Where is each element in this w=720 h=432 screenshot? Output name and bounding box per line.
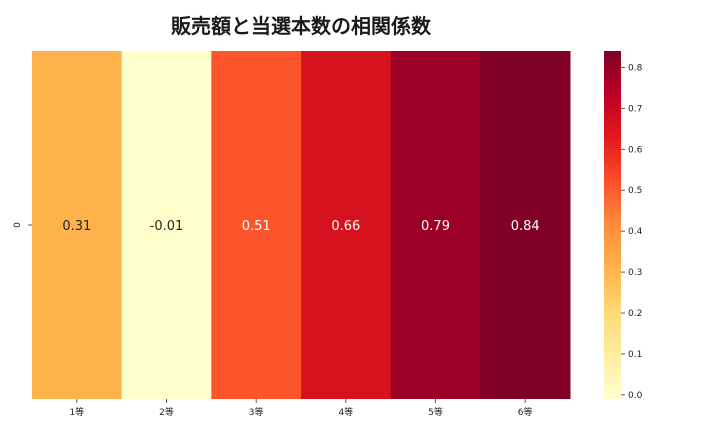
heatmap-cell	[121, 51, 212, 399]
colorbar-tick-label: 0.1	[628, 350, 642, 360]
chart-title: 販売額と当選本数の相関係数	[171, 14, 431, 38]
x-tick-label: 1等	[69, 406, 84, 418]
heatmap-cell	[301, 51, 392, 399]
cell-value-label: -0.01	[150, 219, 184, 234]
cell-value-label: 0.66	[331, 219, 360, 234]
colorbar-tick-label: 0.0	[628, 391, 643, 401]
cell-value-label: 0.31	[62, 219, 91, 234]
colorbar-tick-label: 0.7	[628, 104, 642, 114]
y-tick-label: 0	[13, 222, 23, 228]
heatmap-cell	[390, 51, 481, 399]
colorbar	[604, 51, 621, 399]
colorbar-tick-label: 0.6	[628, 145, 643, 155]
colorbar-tick-label: 0.8	[628, 63, 643, 73]
cell-value-label: 0.84	[511, 219, 540, 234]
x-tick-label: 5等	[428, 406, 443, 418]
colorbar-tick-label: 0.3	[628, 268, 642, 278]
x-tick-label: 4等	[338, 406, 353, 418]
heatmap-cell	[480, 51, 571, 399]
x-tick-label: 3等	[249, 406, 264, 418]
cell-value-label: 0.51	[242, 219, 271, 234]
colorbar-tick-label: 0.4	[628, 227, 643, 237]
heatmap-cell	[211, 51, 302, 399]
x-tick-label: 2等	[159, 406, 174, 418]
cell-value-label: 0.79	[421, 219, 450, 234]
x-tick-label: 6等	[518, 406, 533, 418]
heatmap-cell	[32, 51, 123, 399]
colorbar-tick-label: 0.2	[628, 309, 642, 319]
colorbar-tick-label: 0.5	[628, 186, 642, 196]
